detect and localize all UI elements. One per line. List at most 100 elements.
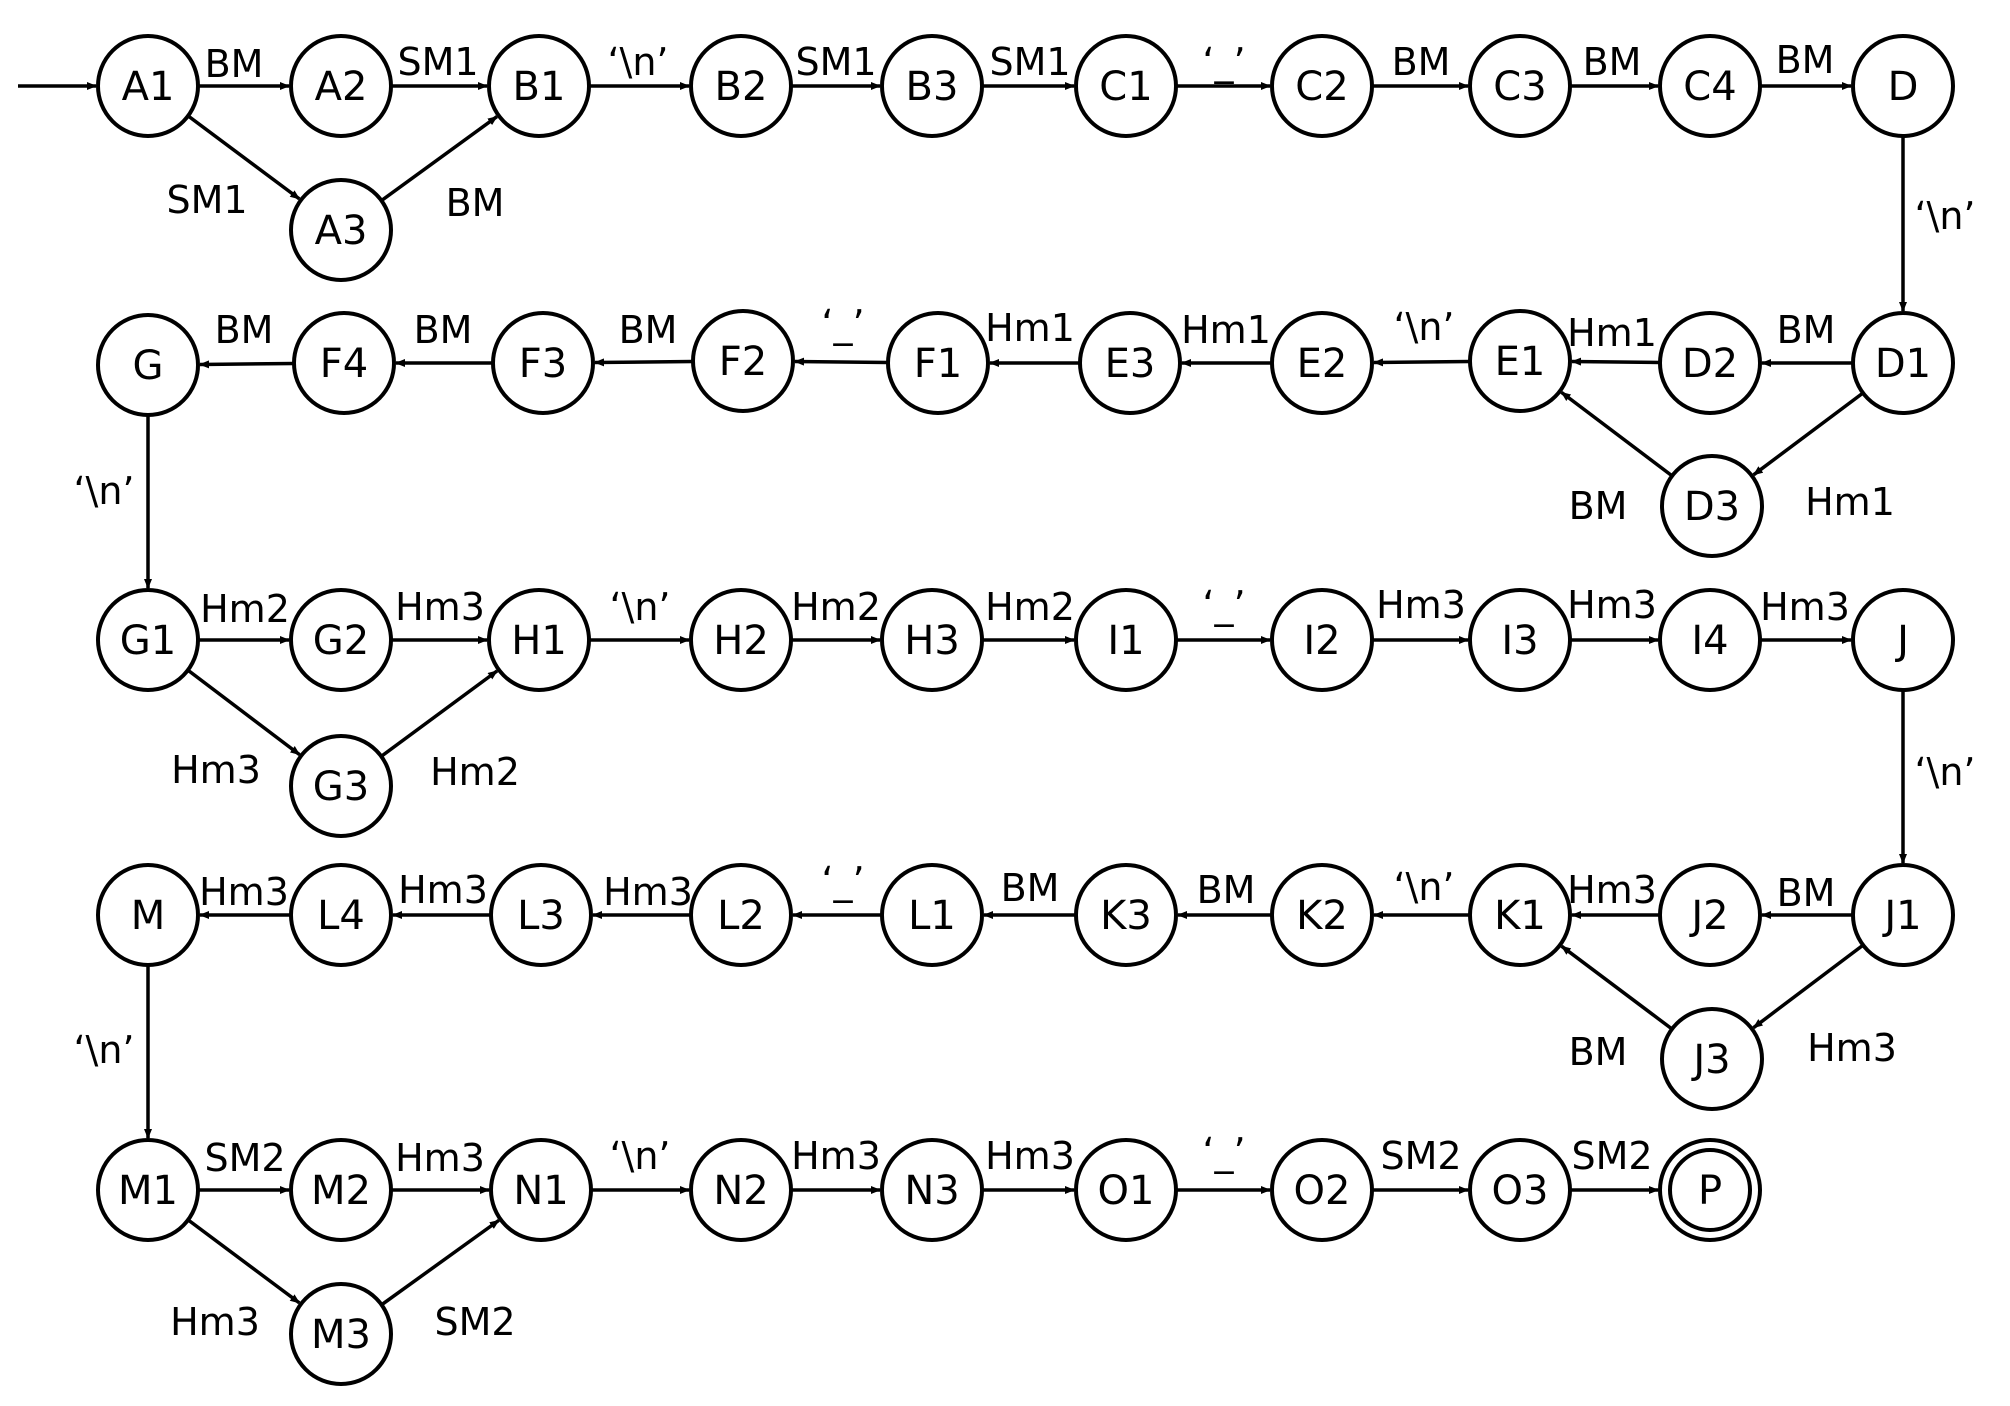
state-node-l2: L2 bbox=[689, 863, 793, 967]
edge-label-l3-l4: Hm3 bbox=[398, 868, 488, 912]
state-label: L3 bbox=[517, 893, 565, 939]
state-label: B1 bbox=[513, 64, 566, 110]
edge-label-f4-g: BM bbox=[215, 308, 274, 352]
state-node-a2: A2 bbox=[289, 34, 393, 138]
edge-m3-n1 bbox=[380, 1218, 500, 1307]
edge-label-f2-f3: BM bbox=[619, 308, 678, 352]
state-circle bbox=[1468, 1138, 1572, 1242]
state-label: N2 bbox=[713, 1168, 768, 1214]
state-node-d3: D3 bbox=[1660, 454, 1764, 558]
state-circle bbox=[289, 588, 393, 692]
state-label: P bbox=[1698, 1168, 1722, 1214]
edge-label-o3-p: SM2 bbox=[1571, 1134, 1652, 1178]
edge-label-b3-c1: SM1 bbox=[989, 40, 1070, 84]
state-label: J2 bbox=[1688, 893, 1728, 939]
state-circle bbox=[1270, 1138, 1374, 1242]
state-label: K3 bbox=[1100, 893, 1152, 939]
state-label: K1 bbox=[1494, 893, 1546, 939]
state-label: L1 bbox=[908, 893, 956, 939]
state-circle bbox=[689, 863, 793, 967]
state-node-h1: H1 bbox=[487, 588, 591, 692]
edge-label-d3-e1: BM bbox=[1569, 484, 1628, 528]
state-label: K2 bbox=[1296, 893, 1348, 939]
state-label: C2 bbox=[1295, 64, 1348, 110]
edge-label-n1-n2: ‘\n’ bbox=[609, 1134, 670, 1178]
state-circle bbox=[96, 34, 200, 138]
edge-label-i3-i4: Hm3 bbox=[1567, 583, 1657, 627]
edge-label-j3-k1: BM bbox=[1569, 1030, 1628, 1074]
state-circle bbox=[289, 34, 393, 138]
state-circle bbox=[1658, 34, 1762, 138]
state-node-i3: I3 bbox=[1468, 588, 1572, 692]
edge-label-c4-d: BM bbox=[1776, 38, 1835, 82]
state-label: I2 bbox=[1303, 618, 1340, 664]
edge-label-h3-i1: Hm2 bbox=[985, 585, 1075, 629]
edge-label-a1-a2: BM bbox=[205, 42, 264, 86]
state-label: B2 bbox=[715, 64, 768, 110]
state-circle bbox=[1270, 588, 1374, 692]
state-circle bbox=[491, 311, 595, 415]
edge-label-k2-k3: BM bbox=[1197, 868, 1256, 912]
state-node-c2: C2 bbox=[1270, 34, 1374, 138]
edge-label-l4-m: Hm3 bbox=[199, 870, 289, 914]
state-circle bbox=[880, 34, 984, 138]
edge-label-l2-l3: Hm3 bbox=[603, 870, 693, 914]
state-circle bbox=[1851, 863, 1955, 967]
edge-label-h2-h3: Hm2 bbox=[791, 585, 881, 629]
edge-label-k1-k2: ‘\n’ bbox=[1393, 865, 1454, 909]
state-circle bbox=[1074, 863, 1178, 967]
state-circle bbox=[1270, 863, 1374, 967]
state-node-k3: K3 bbox=[1074, 863, 1178, 967]
state-label: F4 bbox=[320, 341, 368, 387]
state-circle bbox=[96, 313, 200, 417]
state-node-o3: O3 bbox=[1468, 1138, 1572, 1242]
edge-j3-k1 bbox=[1560, 944, 1674, 1031]
state-label: G1 bbox=[120, 618, 176, 664]
edge-label-e2-e3: Hm1 bbox=[1181, 308, 1271, 352]
state-node-g2: G2 bbox=[289, 588, 393, 692]
state-node-e2: E2 bbox=[1270, 311, 1374, 415]
state-circle bbox=[292, 311, 396, 415]
state-node-d2: D2 bbox=[1658, 311, 1762, 415]
edge-label-h1-h2: ‘\n’ bbox=[609, 585, 670, 629]
state-label: E1 bbox=[1495, 339, 1546, 385]
state-node-f3: F3 bbox=[491, 311, 595, 415]
state-circle bbox=[289, 1282, 393, 1386]
state-label: B3 bbox=[906, 64, 959, 110]
state-label: A3 bbox=[315, 208, 368, 254]
edge-label-g-g1: ‘\n’ bbox=[73, 469, 134, 513]
state-node-c1: C1 bbox=[1074, 34, 1178, 138]
edge-label-c2-c3: BM bbox=[1392, 40, 1451, 84]
state-label: C4 bbox=[1683, 64, 1736, 110]
edge-label-d1-d3: Hm1 bbox=[1805, 480, 1895, 524]
accepting-ring bbox=[1668, 1148, 1752, 1232]
edge-label-f3-f4: BM bbox=[414, 308, 473, 352]
state-node-j2: J2 bbox=[1658, 863, 1762, 967]
edge-label-n3-o1: Hm3 bbox=[985, 1134, 1075, 1178]
state-circle bbox=[1468, 34, 1572, 138]
state-circle bbox=[1468, 309, 1572, 413]
state-node-g: G bbox=[96, 313, 200, 417]
state-circle bbox=[689, 34, 793, 138]
edge-label-g2-h1: Hm3 bbox=[395, 585, 485, 629]
state-circle bbox=[691, 309, 795, 413]
nodes: A1 A2 A3 B1 B2 B3 C1 C2 C3 C4 D D1 D2 D3 E1 E2 E3 F1 F2 F3 F… bbox=[96, 34, 1955, 1386]
edge-label-j-j1: ‘\n’ bbox=[1914, 750, 1975, 794]
state-node-d1: D1 bbox=[1851, 311, 1955, 415]
state-node-n1: N1 bbox=[489, 1138, 593, 1242]
state-node-c4: C4 bbox=[1658, 34, 1762, 138]
state-circle bbox=[1074, 34, 1178, 138]
edge-g1-g3 bbox=[186, 668, 301, 757]
state-node-g1: G1 bbox=[96, 588, 200, 692]
state-label: O1 bbox=[1098, 1168, 1155, 1214]
edge-f2-f3 bbox=[593, 358, 694, 367]
edge-label-d1-d2: BM bbox=[1777, 308, 1836, 352]
state-circle bbox=[1468, 588, 1572, 692]
state-label: N1 bbox=[513, 1168, 568, 1214]
state-node-m3: M3 bbox=[289, 1282, 393, 1386]
edge-label-m3-n1: SM2 bbox=[434, 1300, 515, 1344]
edge-label-l1-l2: ‘_’ bbox=[821, 859, 864, 903]
state-node-n2: N2 bbox=[689, 1138, 793, 1242]
state-node-k1: K1 bbox=[1468, 863, 1572, 967]
edge-label-g1-g2: Hm2 bbox=[200, 587, 290, 631]
